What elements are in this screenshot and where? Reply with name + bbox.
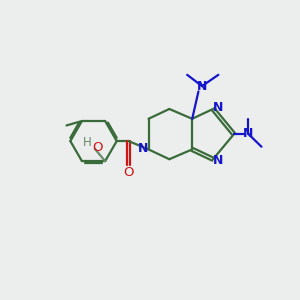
Text: O: O: [123, 167, 134, 179]
Text: O: O: [92, 141, 103, 154]
Text: N: N: [213, 154, 223, 167]
Text: N: N: [197, 80, 207, 93]
Text: N: N: [137, 142, 148, 155]
Text: N: N: [243, 127, 253, 140]
Text: N: N: [213, 101, 223, 114]
Text: H: H: [83, 136, 92, 149]
